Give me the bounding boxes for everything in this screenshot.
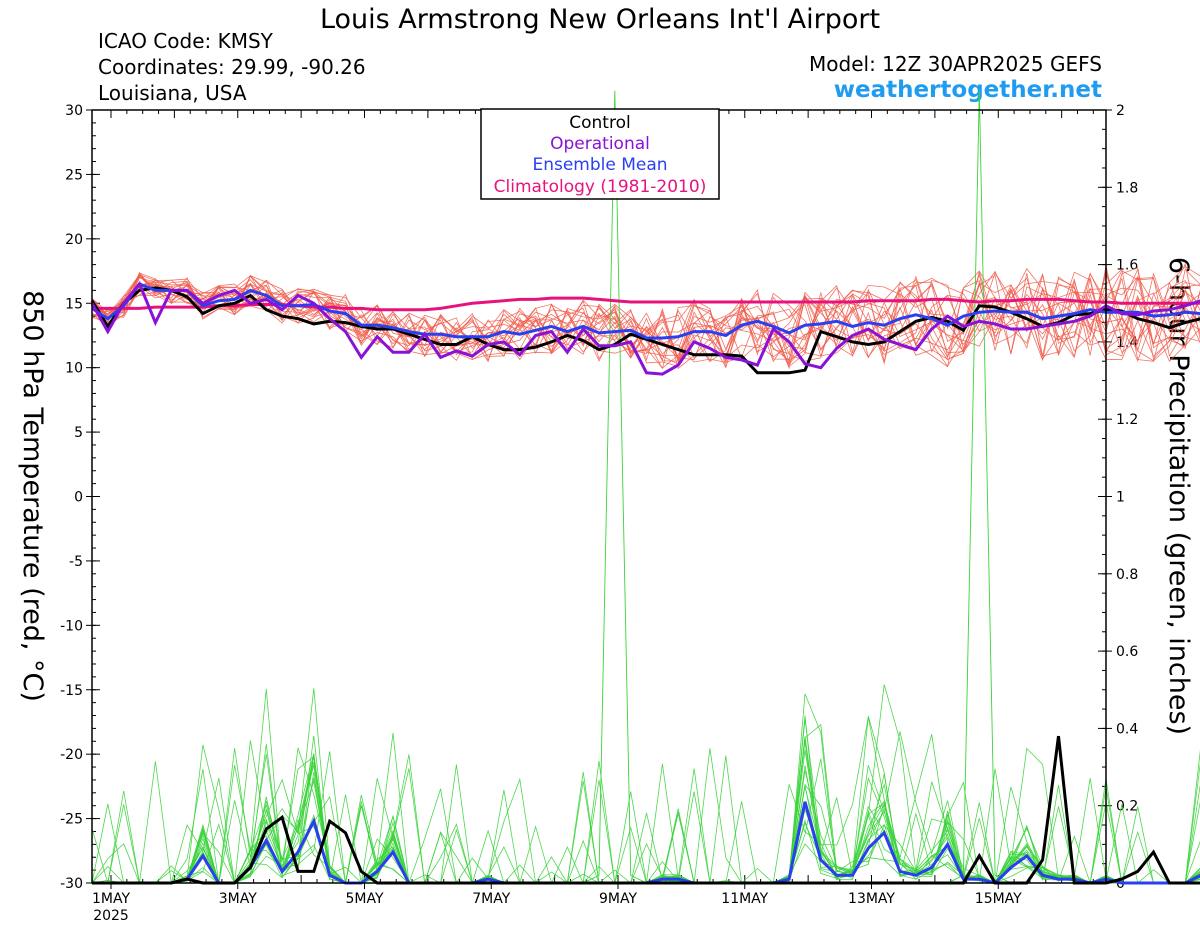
climatology-line bbox=[92, 296, 1200, 312]
y-tick-label: -5 bbox=[69, 554, 83, 570]
site-name[interactable]: weathertogether.net bbox=[834, 77, 1102, 103]
temperature-member-line bbox=[91, 271, 1200, 367]
y2-tick-label: 0.8 bbox=[1116, 567, 1138, 583]
x-tick-label: 5MAY bbox=[345, 891, 383, 907]
temp-operational-line bbox=[90, 280, 1200, 376]
y2-axis-label: 6-hour Precipitation (green, inches) bbox=[1163, 257, 1194, 735]
x-tick-label: 9MAY bbox=[599, 891, 637, 907]
y-tick-label: 25 bbox=[65, 167, 83, 183]
x-tick-sublabel: 2025 bbox=[93, 908, 129, 924]
temp-ensemble-mean-line bbox=[91, 282, 1200, 340]
temperature-member-line bbox=[91, 270, 1200, 363]
x-tick-label: 11MAY bbox=[721, 891, 768, 907]
precipitation-member-line bbox=[92, 693, 1200, 884]
main-series bbox=[90, 280, 1200, 885]
y-tick-label: -30 bbox=[60, 876, 83, 892]
precipitation-member-line bbox=[91, 750, 1200, 884]
precipitation-member-line bbox=[92, 688, 1200, 884]
y-tick-label: -15 bbox=[60, 683, 83, 699]
precipitation-member-line bbox=[92, 688, 1200, 885]
y-tick-label: 20 bbox=[65, 232, 83, 248]
x-tick-label: 15MAY bbox=[975, 891, 1022, 907]
y-tick-label: -10 bbox=[60, 618, 83, 634]
y-axis-label: 850 hPa Temperature (red, °C) bbox=[17, 290, 48, 702]
y2-tick-label: 1.2 bbox=[1116, 412, 1138, 428]
legend-ensemble-mean: Ensemble Mean bbox=[532, 155, 667, 175]
x-tick-label: 1MAY bbox=[92, 891, 130, 907]
x-tick-label: 13MAY bbox=[848, 891, 895, 907]
legend-box bbox=[480, 108, 720, 200]
precipitation-member-line bbox=[92, 723, 1200, 884]
temperature-member-line bbox=[91, 277, 1200, 360]
temperature-member-line bbox=[91, 268, 1200, 362]
temperature-member-line bbox=[91, 275, 1200, 359]
region: Louisiana, USA bbox=[98, 81, 247, 105]
precipitation-member-line bbox=[91, 717, 1200, 885]
coordinates: Coordinates: 29.99, -90.26 bbox=[98, 55, 366, 79]
icao-code: ICAO Code: KMSY bbox=[98, 29, 274, 53]
precip-ensemble-mean-line bbox=[92, 801, 1200, 885]
y-tick-label: 0 bbox=[74, 490, 83, 506]
y2-tick-label: 0.4 bbox=[1116, 721, 1138, 737]
y-tick-label: 15 bbox=[65, 296, 83, 312]
chart-title: Louis Armstrong New Orleans Int'l Airpor… bbox=[320, 4, 880, 35]
x-tick-label: 7MAY bbox=[472, 891, 510, 907]
y2-tick-label: 2 bbox=[1116, 103, 1125, 119]
legend-control: Control bbox=[569, 113, 630, 133]
legend: Control Operational Ensemble Mean Climat… bbox=[480, 108, 720, 200]
y2-tick-label: 0.6 bbox=[1116, 644, 1138, 660]
y2-tick-label: 0.2 bbox=[1116, 799, 1138, 815]
y2-tick-label: 1 bbox=[1116, 490, 1125, 506]
legend-climatology: Climatology (1981-2010) bbox=[494, 177, 707, 197]
y-tick-label: -20 bbox=[60, 747, 83, 763]
y2-tick-label: 1.8 bbox=[1116, 180, 1138, 196]
x-tick-label: 3MAY bbox=[219, 891, 257, 907]
model-run: Model: 12Z 30APR2025 GEFS bbox=[809, 52, 1102, 76]
y-tick-label: -25 bbox=[60, 812, 83, 828]
y-tick-label: 5 bbox=[74, 425, 83, 441]
y-axis-ticks: 30 25 20 15 10 5 0 -5 -10 -15 -20 -25 -30 bbox=[60, 103, 100, 892]
temperature-member-line bbox=[91, 270, 1200, 370]
y-tick-label: 10 bbox=[65, 361, 83, 377]
y-tick-label: 30 bbox=[65, 103, 83, 119]
legend-operational: Operational bbox=[550, 134, 650, 154]
